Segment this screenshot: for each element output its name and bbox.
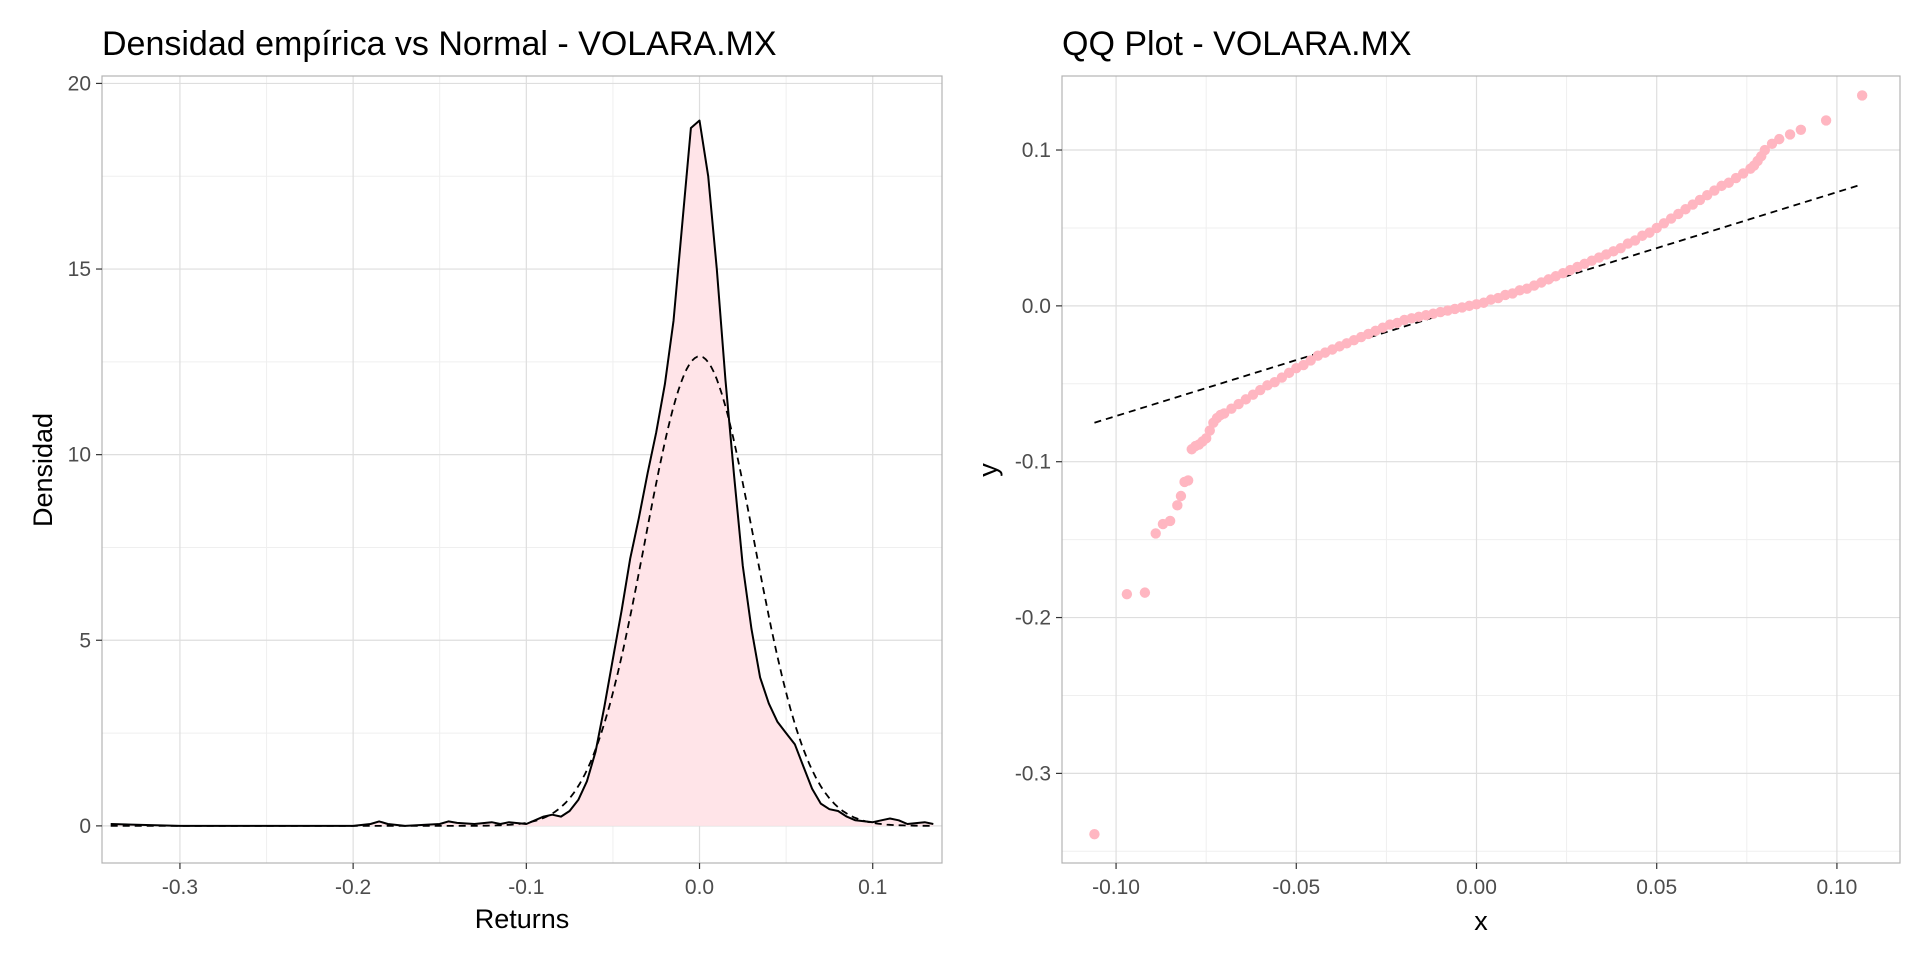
qq-y-tick-label: -0.2 (1015, 607, 1051, 630)
qq-y-tick-label: 0.0 (1022, 295, 1051, 318)
density-y-tick-label: 10 (68, 444, 91, 467)
density-x-tick-label: 0.1 (858, 876, 887, 899)
qq-point (1175, 490, 1187, 502)
qq-x-axis-title: x (1474, 906, 1488, 936)
qq-chart-title: QQ Plot - VOLARA.MX (1062, 25, 1412, 63)
density-y-axis-title: Densidad (28, 413, 58, 527)
empirical-density-fill (110, 120, 934, 826)
density-x-tick-label: 0.0 (685, 876, 714, 899)
qq-y-tick-label: 0.1 (1022, 139, 1051, 162)
density-x-axis-title: Returns (475, 904, 570, 934)
qq-point (1089, 828, 1100, 840)
qq-point (1759, 144, 1771, 156)
normal-density-curve (110, 355, 934, 827)
density-y-tick-label: 20 (68, 72, 91, 95)
empirical-density-curve (110, 119, 934, 827)
qq-axis-ticks: -0.10 -0.05 0.00 0.05 0.10 -0.3 -0.2 -0.1 0.0 0.1 (1015, 139, 1858, 899)
qq-points (1089, 90, 1868, 840)
qq-point (1182, 475, 1194, 486)
density-panel: Densidad empírica vs Normal - VOLARA.MX … (28, 25, 943, 934)
qq-point (1121, 588, 1133, 600)
qq-point (1172, 500, 1183, 511)
density-y-tick-label: 15 (68, 258, 91, 281)
qq-point (1200, 433, 1212, 444)
qq-panel-border (1061, 75, 1901, 864)
qq-point (1774, 133, 1785, 145)
density-axis-ticks: -0.3 -0.2 -0.1 0.0 0.1 0 5 10 15 20 (68, 72, 888, 899)
qq-x-tick-label: 0.00 (1456, 876, 1497, 899)
qq-point (1784, 129, 1796, 140)
qq-point (1139, 587, 1151, 598)
qq-x-tick-label: 0.05 (1636, 876, 1677, 899)
qq-point (1150, 528, 1161, 539)
qq-point (1856, 90, 1868, 101)
qq-grid (1062, 76, 1900, 863)
qq-y-tick-label: -0.3 (1015, 762, 1051, 785)
density-x-tick-label: -0.3 (162, 876, 198, 899)
qq-y-axis-title: y (973, 463, 1003, 477)
qq-x-tick-label: -0.10 (1092, 876, 1140, 899)
qq-panel: QQ Plot - VOLARA.MX -0.10 -0.05 0.00 0.05 0.… (973, 25, 1901, 936)
density-panel-border (101, 75, 943, 864)
density-chart-title: Densidad empírica vs Normal - VOLARA.MX (102, 25, 777, 63)
qq-y-tick-label: -0.1 (1015, 451, 1051, 474)
qq-point (1164, 515, 1176, 527)
qq-point (1820, 115, 1832, 126)
qq-x-tick-label: -0.05 (1272, 876, 1320, 899)
density-x-tick-label: -0.2 (335, 876, 371, 899)
density-y-tick-label: 0 (79, 815, 91, 838)
density-y-tick-label: 5 (79, 629, 91, 652)
qq-point (1795, 124, 1807, 135)
density-grid (102, 76, 942, 863)
density-x-tick-label: -0.1 (508, 876, 544, 899)
qq-x-tick-label: 0.10 (1816, 876, 1857, 899)
qq-point (1204, 425, 1215, 436)
